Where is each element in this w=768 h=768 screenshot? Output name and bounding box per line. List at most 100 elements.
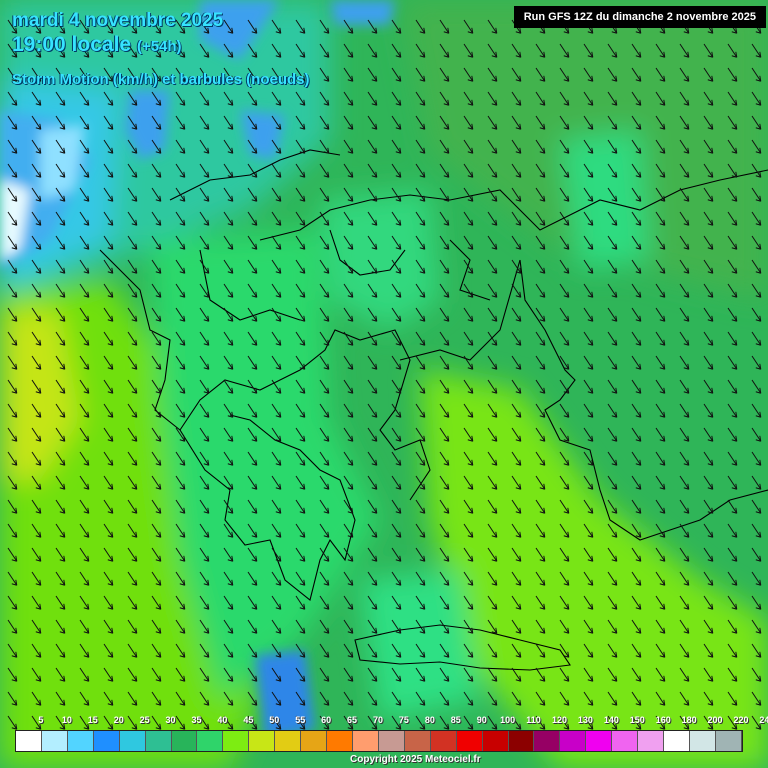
wind-arrow xyxy=(319,643,330,658)
wind-arrow xyxy=(127,715,138,730)
wind-arrow xyxy=(295,283,306,298)
legend-label: 200 xyxy=(707,715,723,725)
wind-arrow xyxy=(79,475,90,490)
wind-arrow xyxy=(679,499,690,514)
wind-arrow xyxy=(391,595,402,610)
legend-label: 150 xyxy=(629,715,645,725)
legend-label: 160 xyxy=(655,715,671,725)
wind-arrow xyxy=(727,595,738,610)
wind-arrow xyxy=(223,715,234,730)
legend-swatch xyxy=(430,731,457,751)
wind-arrow xyxy=(343,547,354,562)
wind-arrow xyxy=(103,667,114,682)
wind-arrow xyxy=(607,211,618,226)
wind-arrow xyxy=(535,547,546,562)
wind-arrow xyxy=(559,259,570,274)
wind-arrow xyxy=(655,379,666,394)
wind-arrow xyxy=(103,139,114,154)
wind-arrow xyxy=(151,523,162,538)
wind-arrow xyxy=(487,451,498,466)
wind-arrow xyxy=(223,691,234,706)
wind-arrow xyxy=(415,595,426,610)
wind-arrow xyxy=(439,667,450,682)
wind-arrow xyxy=(535,115,546,130)
wind-arrow xyxy=(631,403,642,418)
wind-arrow xyxy=(679,331,690,346)
wind-arrow xyxy=(343,259,354,274)
wind-arrow xyxy=(487,619,498,634)
wind-arrow xyxy=(655,331,666,346)
wind-arrow xyxy=(31,163,42,178)
wind-arrow xyxy=(487,643,498,658)
wind-arrow xyxy=(583,691,594,706)
legend-swatch xyxy=(378,731,405,751)
wind-arrow xyxy=(343,451,354,466)
legend-label: 45 xyxy=(243,715,254,725)
wind-arrow xyxy=(55,451,66,466)
wind-arrow xyxy=(319,67,330,82)
wind-arrow xyxy=(535,571,546,586)
wind-arrow xyxy=(367,451,378,466)
wind-arrow xyxy=(703,91,714,106)
wind-arrow xyxy=(607,235,618,250)
wind-arrow xyxy=(199,67,210,82)
wind-arrow xyxy=(103,715,114,730)
wind-arrow xyxy=(319,619,330,634)
wind-arrow xyxy=(487,211,498,226)
wind-arrow xyxy=(391,115,402,130)
wind-arrow xyxy=(751,307,762,322)
wind-arrow xyxy=(127,619,138,634)
wind-arrow xyxy=(487,475,498,490)
wind-arrow xyxy=(583,403,594,418)
wind-arrow xyxy=(439,67,450,82)
wind-arrow xyxy=(679,355,690,370)
wind-arrow xyxy=(439,91,450,106)
legend-label: 100 xyxy=(500,715,516,725)
wind-arrow xyxy=(727,307,738,322)
wind-arrow xyxy=(151,211,162,226)
wind-arrow xyxy=(151,691,162,706)
wind-arrow xyxy=(223,547,234,562)
wind-arrow xyxy=(295,595,306,610)
wind-arrow xyxy=(703,643,714,658)
wind-arrow xyxy=(343,283,354,298)
wind-arrow xyxy=(103,643,114,658)
wind-arrow xyxy=(655,691,666,706)
wind-arrow xyxy=(415,667,426,682)
wind-arrow xyxy=(199,523,210,538)
wind-arrow xyxy=(391,379,402,394)
wind-arrow xyxy=(319,547,330,562)
wind-arrow xyxy=(703,715,714,730)
wind-arrow xyxy=(703,211,714,226)
wind-arrow xyxy=(535,259,546,274)
wind-arrow xyxy=(7,427,18,442)
forecast-hour: 19:00 locale xyxy=(12,33,132,56)
wind-arrow xyxy=(7,379,18,394)
wind-arrow xyxy=(391,523,402,538)
legend-swatch xyxy=(612,731,639,751)
wind-arrow xyxy=(247,619,258,634)
wind-arrow xyxy=(463,163,474,178)
wind-arrow xyxy=(7,667,18,682)
wind-arrow xyxy=(127,355,138,370)
wind-arrow xyxy=(511,355,522,370)
wind-arrow xyxy=(247,715,258,730)
wind-arrow xyxy=(535,283,546,298)
wind-arrow xyxy=(607,187,618,202)
wind-arrow xyxy=(463,355,474,370)
wind-arrow xyxy=(727,715,738,730)
wind-arrow xyxy=(415,403,426,418)
wind-arrow xyxy=(127,187,138,202)
wind-arrow xyxy=(679,163,690,178)
wind-arrow xyxy=(679,211,690,226)
wind-arrow xyxy=(679,571,690,586)
wind-arrow xyxy=(175,379,186,394)
wind-arrow xyxy=(223,499,234,514)
wind-arrow xyxy=(535,139,546,154)
wind-arrow xyxy=(391,163,402,178)
wind-arrow xyxy=(247,259,258,274)
wind-arrow xyxy=(751,691,762,706)
wind-arrow xyxy=(7,283,18,298)
wind-arrow xyxy=(631,499,642,514)
